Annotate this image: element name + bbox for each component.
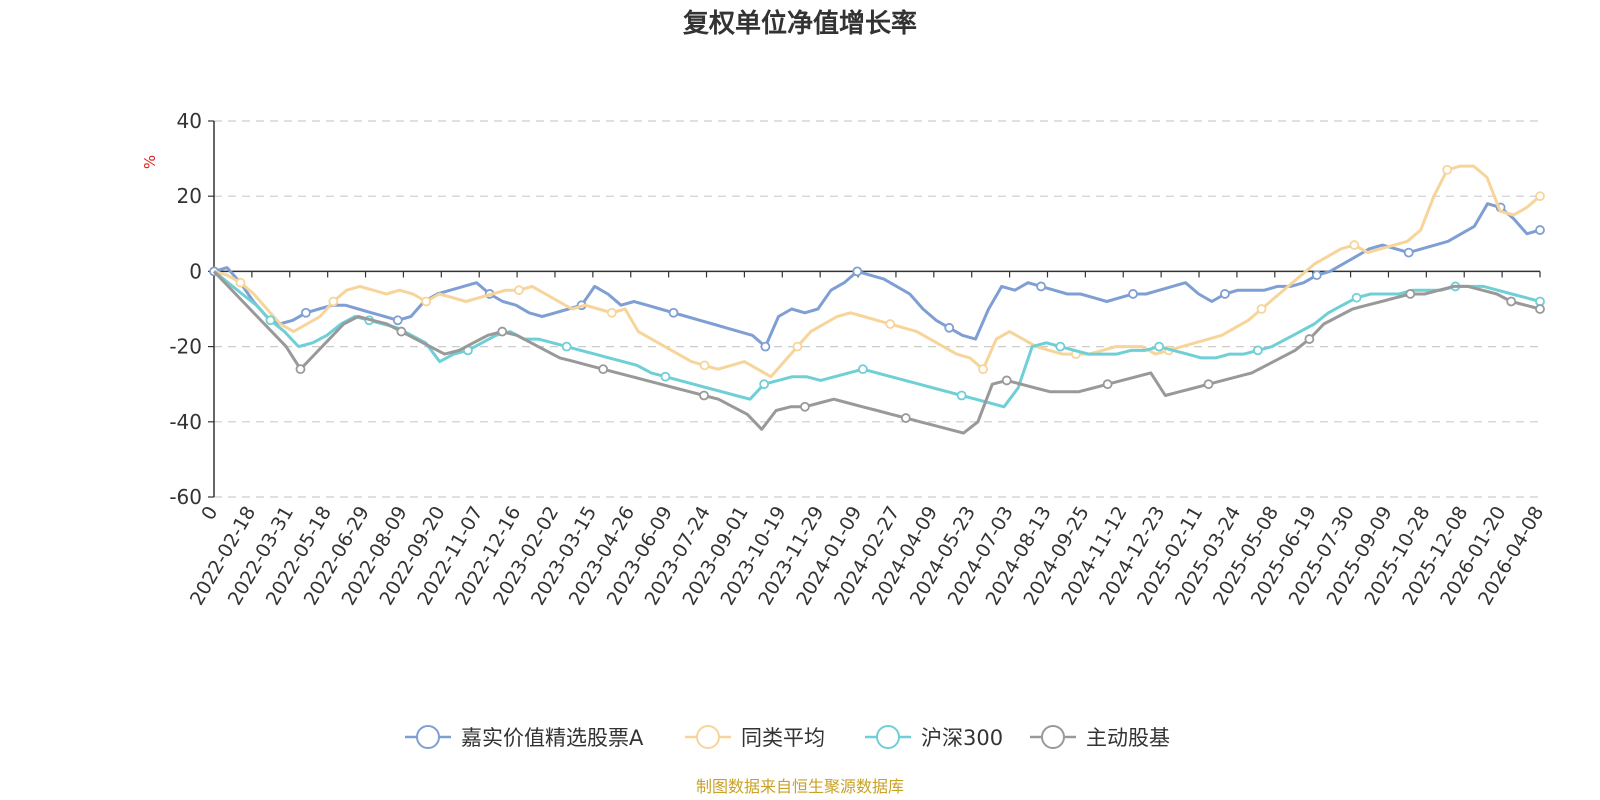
series-point-3 [396,326,407,337]
legend-label[interactable]: 嘉实价值精选股票A [461,726,644,750]
series-point-3 [1203,379,1214,390]
series-point-2 [1055,341,1066,352]
y-tick-label: 0 [189,259,202,283]
series-point-3 [1102,379,1113,390]
series-point-0 [668,307,679,318]
legend-swatch-marker [416,725,440,749]
series-point-1 [1535,191,1545,202]
series-point-2 [561,341,572,352]
series-point-0 [1311,270,1322,281]
series-point-2 [956,390,967,401]
series-line-3 [212,270,1541,435]
y-axis-unit: % [141,155,159,169]
series-point-1 [1442,164,1453,175]
series-lines [209,164,1545,435]
series-point-0 [392,315,403,326]
series-point-1 [514,285,524,296]
series-point-3 [1304,334,1315,344]
series-point-1 [1349,240,1360,250]
series-point-0 [852,266,863,277]
series-point-1 [792,341,803,352]
legend-label[interactable]: 主动股基 [1086,726,1170,750]
series-point-3 [800,401,810,412]
series-point-0 [760,341,771,352]
series-point-3 [1535,304,1545,314]
legend-swatch-marker [696,725,720,749]
legend-label[interactable]: 同类平均 [741,726,825,750]
series-line-2 [213,270,1541,409]
series-point-0 [1128,289,1138,299]
series-point-1 [606,307,617,318]
series-point-2 [265,315,276,326]
y-tick-label: -40 [169,410,202,434]
series-line-1 [213,164,1541,379]
series-point-3 [699,390,709,401]
y-tick-label: 20 [177,184,202,208]
y-tick-label: -60 [169,485,202,509]
series-point-3 [1405,289,1416,299]
series-point-1 [328,296,339,307]
series-point-2 [1252,345,1263,356]
y-axis: 40 20 0 -20 -40 -60 [169,109,215,509]
series-point-2 [857,364,868,375]
series-point-3 [1001,375,1012,386]
series-point-1 [235,277,246,288]
y-tick-label: 40 [177,109,202,133]
series-point-2 [1154,341,1165,352]
series-line-0 [213,202,1541,349]
y-tick-label: -20 [169,335,202,359]
series-point-0 [1220,289,1230,299]
series-point-2 [759,379,770,390]
legend-label[interactable]: 沪深300 [921,726,1003,750]
series-point-3 [295,364,306,375]
series-point-3 [497,326,508,337]
series-point-2 [1351,292,1362,303]
series-point-1 [699,360,710,371]
x-tick-label: 0 [197,503,222,524]
series-point-3 [598,364,609,375]
chart-title: 复权单位净值增长率 [683,8,917,39]
series-point-0 [1403,247,1414,258]
legend-swatch-marker [1041,725,1065,749]
series-point-1 [1256,304,1267,314]
legend-swatch-marker [876,725,900,749]
x-axis: 02022-02-182022-03-312022-05-182022-06-2… [186,270,1548,609]
legend[interactable]: 嘉实价值精选股票A 同类平均 沪深300 主动股基 [405,725,1170,750]
series-point-0 [1535,225,1545,235]
series-point-2 [660,371,671,382]
series-point-1 [978,364,988,375]
grid-lines [214,120,1540,498]
series-point-3 [1506,296,1517,307]
series-point-0 [1036,281,1047,292]
series-point-1 [885,319,896,329]
series-point-0 [944,322,955,333]
series-point-0 [301,307,311,318]
source-note: 制图数据来自恒生聚源数据库 [696,777,904,796]
series-point-3 [900,413,911,423]
series-point-1 [421,296,432,307]
